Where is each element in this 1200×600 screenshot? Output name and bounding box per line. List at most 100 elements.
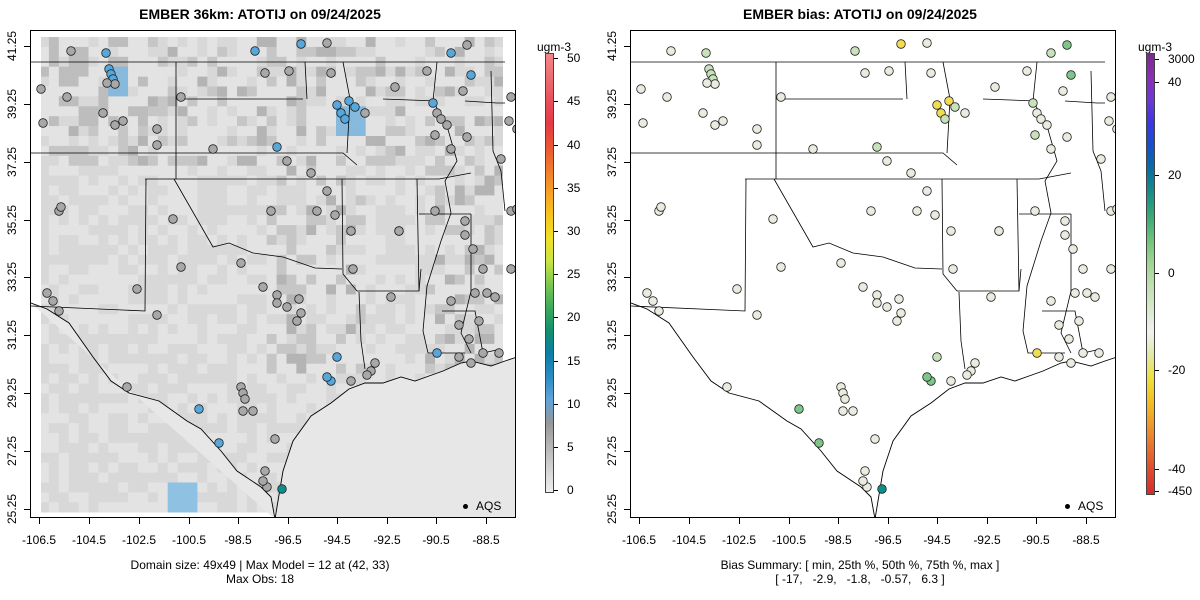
aqs-station-point: [948, 264, 958, 274]
grid-cell: [227, 225, 238, 236]
grid-cell: [256, 373, 267, 384]
grid-cell: [128, 264, 139, 275]
grid-cell: [78, 353, 89, 364]
grid-cell: [276, 462, 287, 473]
grid-cell: [286, 205, 297, 216]
grid-cell: [58, 462, 69, 473]
grid-cell: [316, 165, 327, 176]
grid-cell: [365, 353, 376, 364]
grid-cell: [118, 37, 129, 48]
colorbar-label: 35: [567, 180, 581, 195]
grid-cell: [296, 423, 307, 434]
grid-cell: [296, 205, 307, 216]
y-tick-mark: [624, 220, 630, 221]
grid-cell: [425, 185, 436, 196]
grid-cell: [108, 106, 119, 117]
grid-cell: [365, 96, 376, 107]
grid-cell: [217, 343, 228, 355]
grid-cell: [326, 195, 337, 206]
grid-cell: [88, 363, 99, 374]
grid-cell: [425, 86, 436, 97]
grid-cell: [197, 76, 208, 87]
grid-cell: [484, 86, 495, 97]
grid-cell: [266, 185, 277, 196]
grid-cell: [296, 353, 307, 364]
grid-cell: [464, 324, 475, 335]
grid-cell: [266, 294, 277, 305]
grid-cell: [375, 126, 386, 137]
grid-cell: [464, 185, 475, 196]
grid-cell: [316, 155, 327, 166]
grid-cell: [217, 195, 228, 206]
aqs-station-point: [922, 186, 932, 196]
grid-cell: [227, 37, 238, 48]
grid-cell: [68, 244, 79, 256]
grid-cell: [316, 393, 327, 404]
grid-cell: [484, 324, 495, 335]
grid-cell: [58, 86, 69, 97]
grid-cell: [167, 86, 178, 97]
aqs-station-point: [836, 258, 846, 268]
grid-cell: [345, 86, 357, 97]
grid-cell: [108, 363, 119, 374]
aqs-station-point: [662, 92, 672, 102]
grid-cell: [246, 244, 258, 256]
grid-cell: [484, 235, 495, 246]
grid-cell: [454, 136, 465, 147]
grid-cell: [118, 314, 129, 325]
grid-cell: [454, 294, 465, 305]
grid-cell: [157, 254, 168, 265]
colorbar-label: 0: [567, 482, 574, 497]
grid-cell: [39, 274, 50, 285]
grid-cell: [147, 343, 159, 355]
aqs-station-point: [248, 406, 258, 416]
grid-cell: [365, 294, 376, 305]
grid-cell: [464, 76, 475, 87]
grid-cell: [138, 433, 149, 444]
grid-cell: [217, 66, 228, 77]
grid-cell: [237, 353, 248, 364]
grid-cell: [118, 185, 129, 196]
grid-cell: [227, 274, 238, 285]
colorbar-tick: [554, 274, 558, 276]
grid-cell: [415, 205, 426, 216]
grid-cell: [98, 195, 109, 206]
grid-cell: [435, 244, 446, 256]
grid-cell: [68, 472, 79, 483]
grid-cell: [147, 86, 159, 97]
grid-cell: [207, 472, 218, 483]
grid-cell: [118, 393, 129, 404]
aqs-station-point: [38, 118, 48, 128]
grid-cell: [246, 205, 258, 216]
grid-cell: [266, 304, 277, 315]
grid-cell: [197, 225, 208, 236]
grid-cell: [395, 185, 406, 196]
aqs-station-point: [266, 206, 276, 216]
grid-cell: [296, 314, 307, 325]
grid-cell: [316, 383, 327, 394]
grid-cell: [118, 502, 129, 513]
grid-cell: [138, 116, 149, 127]
grid-cell: [138, 66, 149, 77]
grid-cell: [306, 403, 317, 414]
grid-cell: [108, 482, 119, 493]
grid-cell: [296, 145, 307, 157]
aqs-station-point: [872, 290, 882, 300]
grid-cell: [167, 492, 178, 503]
grid-cell: [108, 433, 119, 444]
state-border: [382, 98, 438, 102]
grid-cell: [345, 304, 357, 315]
grid-cell: [316, 185, 327, 196]
grid-cell: [88, 37, 99, 48]
grid-cell: [355, 126, 366, 137]
grid-cell: [39, 66, 50, 77]
grid-cell: [375, 195, 386, 206]
grid-cell: [108, 145, 119, 157]
grid-cell: [78, 254, 89, 265]
grid-cell: [237, 46, 248, 58]
grid-cell: [237, 235, 248, 246]
grid-cell: [207, 66, 218, 77]
grid-cell: [405, 86, 416, 97]
grid-cell: [306, 46, 317, 58]
grid-cell: [237, 76, 248, 87]
